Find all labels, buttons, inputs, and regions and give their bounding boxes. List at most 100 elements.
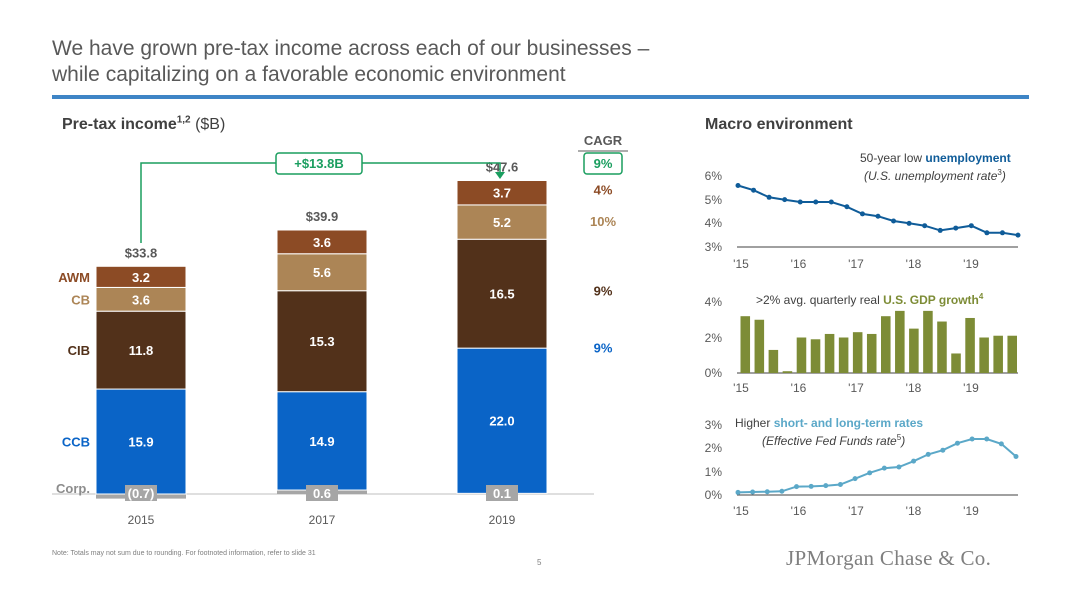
gdp-bar-19 (1007, 335, 1017, 373)
cagr-cb: 10% (590, 214, 616, 229)
fedfunds-x-tick-4: '19 (963, 504, 979, 518)
fedfunds-point-15 (954, 440, 960, 446)
fedfunds-point-12 (911, 458, 917, 464)
total-label-2015: $33.8 (125, 245, 158, 260)
cagr-ccb: 9% (594, 341, 613, 356)
bar-ccb-2019 (456, 347, 548, 494)
unemployment-note-prefix: 50-year low (860, 151, 926, 165)
bar-label-cib-2019: 16.5 (489, 287, 514, 302)
bar-cib-2017 (276, 290, 368, 393)
gdp-bar-3 (782, 371, 793, 373)
unemployment-point-8 (859, 211, 865, 217)
gdp-note-sup: 4 (978, 292, 984, 301)
fedfunds-point-5 (808, 483, 814, 489)
unemployment-point-0 (735, 182, 741, 188)
x-tick-2015: 2015 (128, 513, 155, 527)
unemployment-point-4 (797, 199, 803, 205)
fedfunds-y-tick-3: 0% (705, 488, 723, 502)
unemployment-x-tick-2: '17 (848, 257, 864, 271)
unemployment-point-13 (937, 227, 943, 233)
slide-title-line1: We have grown pre-tax income across each… (52, 37, 650, 60)
gdp-bar-14 (937, 321, 947, 373)
unemployment-point-14 (953, 225, 959, 231)
gdp-note: >2% avg. quarterly real U.S. GDP growth4 (756, 292, 983, 307)
bar-label-ccb-2015: 15.9 (128, 435, 153, 450)
fedfunds-point-8 (852, 476, 858, 482)
cagr-cib: 9% (594, 284, 613, 299)
x-tick-2017: 2017 (309, 513, 336, 527)
bar-label-corp-2017: 0.6 (313, 486, 331, 501)
rates-subnote-sup: 5 (896, 433, 902, 442)
fedfunds-line (737, 438, 1017, 494)
gdp-bar-10 (881, 316, 891, 373)
bar-label-awm-2019: 3.7 (493, 186, 511, 201)
rates-subnote: (Effective Fed Funds rate5) (762, 433, 905, 448)
cagr-awm: 4% (594, 183, 613, 198)
increase-bracket-right (362, 162, 501, 173)
unemployment-point-16 (984, 230, 990, 236)
unemployment-point-3 (782, 197, 788, 203)
bar-awm-2017 (276, 229, 368, 255)
gdp-bar-18 (993, 335, 1003, 373)
segment-name-awm: AWM (58, 270, 90, 285)
footnote: Note: Totals may not sum due to rounding… (52, 550, 316, 557)
segment-name-cib: CIB (68, 343, 90, 358)
increase-bracket-arrowhead (495, 172, 505, 179)
increase-label-box (275, 152, 363, 175)
bar-label-ccb-2019: 22.0 (489, 414, 514, 429)
gdp-y-tick-0: 4% (705, 295, 723, 309)
unemployment-point-2 (766, 194, 772, 200)
rates-subnote-text: (Effective Fed Funds rate (762, 434, 897, 448)
pretax-income-heading-text: Pre-tax income (62, 116, 177, 133)
bar-label-corp-2015: (0.7) (128, 486, 155, 501)
unemployment-y-tick-3: 3% (705, 240, 723, 254)
gdp-y-tick-1: 2% (705, 331, 723, 345)
rates-note-bold: short- and long-term rates (773, 416, 924, 430)
gdp-bar-16 (965, 317, 975, 373)
fedfunds-x-tick-3: '18 (906, 504, 922, 518)
bar-label-awm-2015: 3.2 (132, 270, 150, 285)
bar-cb-2017 (276, 253, 368, 292)
bar-ccb-2017 (276, 391, 368, 491)
bar-awm-2019 (456, 180, 548, 206)
unemployment-point-6 (828, 199, 834, 205)
unemployment-y-tick-0: 6% (705, 169, 723, 183)
gdp-bar-17 (979, 337, 989, 373)
unemployment-note-bold: unemployment (925, 151, 1011, 165)
unemployment-y-tick-2: 4% (705, 216, 723, 230)
unemployment-point-1 (751, 187, 757, 193)
company-logo: JPMorgan Chase & Co. (786, 546, 992, 570)
gdp-bar-15 (951, 353, 961, 373)
fedfunds-x-tick-1: '16 (791, 504, 807, 518)
fedfunds-y-tick-1: 2% (705, 441, 723, 455)
fedfunds-point-11 (896, 464, 902, 470)
unemployment-y-tick-1: 5% (705, 193, 723, 207)
gdp-bar-8 (852, 332, 863, 373)
unemployment-x-tick-4: '19 (963, 257, 979, 271)
gdp-bar-12 (909, 328, 919, 373)
bar-label-awm-2017: 3.6 (313, 235, 331, 250)
unemployment-point-10 (891, 218, 897, 224)
unemployment-note: 50-year low unemployment (860, 151, 1011, 165)
fedfunds-point-13 (925, 451, 931, 457)
unemployment-point-15 (968, 223, 974, 229)
gdp-note-prefix: >2% avg. quarterly real (756, 293, 884, 307)
unemployment-subnote-sup: 3 (997, 168, 1002, 177)
unemployment-line (737, 184, 1019, 237)
gdp-x-tick-1: '16 (791, 381, 807, 395)
unemployment-subnote-close: ) (1001, 169, 1006, 183)
total-cagr-value: 9% (594, 156, 613, 171)
fedfunds-point-17 (984, 436, 990, 442)
unemployment-subnote: (U.S. unemployment rate3) (864, 168, 1006, 183)
bar-label-corp-2019: 0.1 (493, 486, 511, 501)
gdp-bar-2 (768, 349, 779, 373)
fedfunds-point-0 (735, 489, 741, 495)
fedfunds-x-tick-2: '17 (848, 504, 864, 518)
bar-label-ccb-2017: 14.9 (309, 434, 334, 449)
gdp-bar-13 (923, 310, 933, 373)
fedfunds-y-tick-0: 3% (705, 418, 723, 432)
bar-cib-2019 (456, 238, 548, 349)
unemployment-point-9 (875, 213, 881, 219)
bar-label-cb-2015: 3.6 (132, 292, 150, 307)
